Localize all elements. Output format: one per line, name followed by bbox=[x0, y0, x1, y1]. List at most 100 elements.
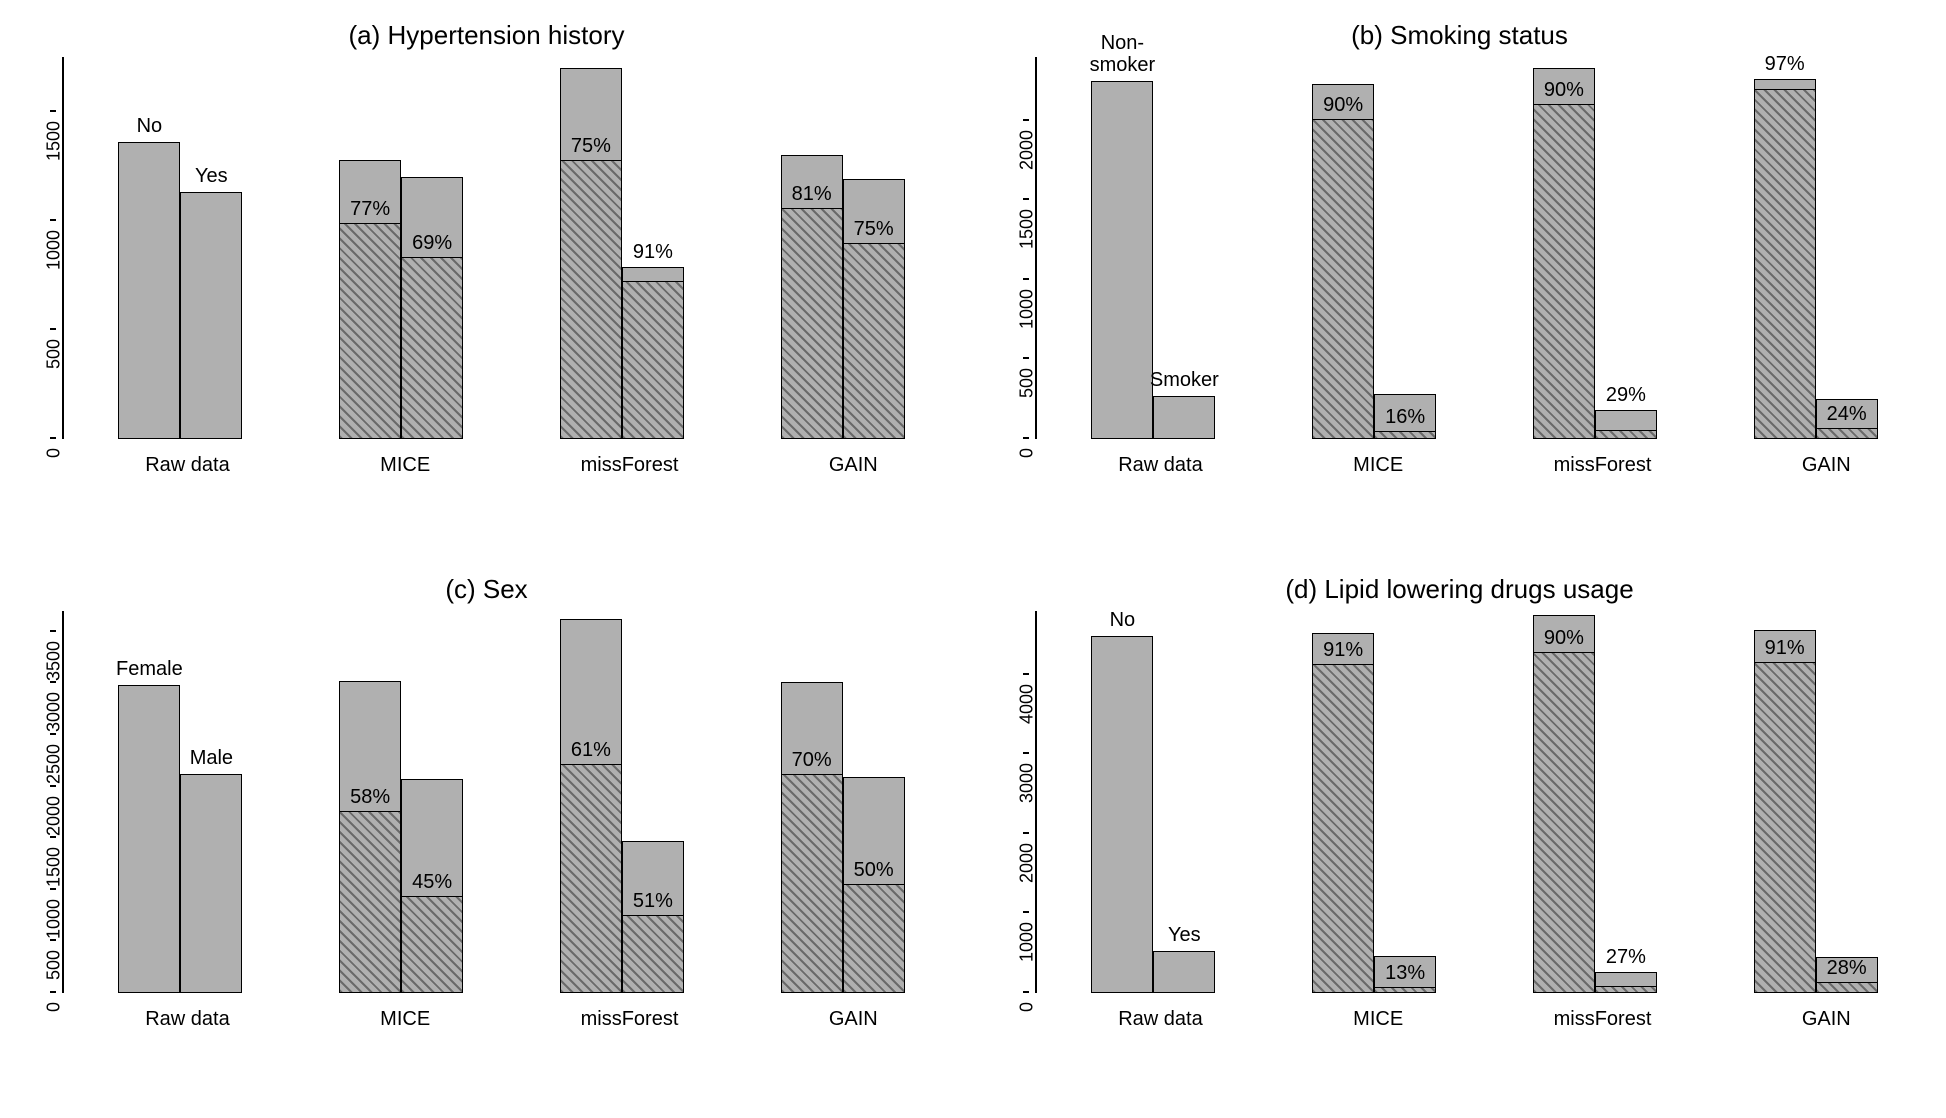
bar: 69% bbox=[401, 177, 463, 439]
bar-wrap: Male bbox=[180, 774, 242, 993]
bar-percent-label: 13% bbox=[1385, 962, 1425, 985]
y-tick-label: 500 bbox=[1017, 368, 1038, 408]
bar: 97% bbox=[1754, 79, 1816, 439]
bar: 27% bbox=[1595, 972, 1657, 993]
bar-group: 81%75% bbox=[781, 155, 905, 439]
category-label: Female bbox=[116, 658, 183, 680]
y-tick-mark bbox=[50, 437, 56, 439]
x-label: MICE bbox=[380, 1008, 430, 1031]
bar: 91% bbox=[622, 267, 684, 439]
y-tick-label: 1500 bbox=[1017, 209, 1038, 249]
bar-wrap: 58% bbox=[339, 681, 401, 993]
bar-percent-label: 90% bbox=[1323, 94, 1363, 117]
bar-group: FemaleMale bbox=[118, 685, 242, 993]
bar-wrap: 27% bbox=[1595, 972, 1657, 993]
x-label: missForest bbox=[1554, 1008, 1652, 1031]
panel-d: (d) Lipid lowering drugs usage0100020003… bbox=[993, 574, 1926, 1098]
bar: 13% bbox=[1374, 956, 1436, 993]
y-tick-label: 500 bbox=[44, 950, 65, 990]
bar: 58% bbox=[339, 681, 401, 993]
bar-group: 58% 45% bbox=[339, 681, 463, 993]
y-tick-mark bbox=[1023, 198, 1029, 200]
y-tick-mark bbox=[50, 991, 56, 993]
y-tick-mark bbox=[1023, 278, 1029, 280]
x-label: MICE bbox=[1353, 1008, 1403, 1031]
bar: 90% bbox=[1533, 615, 1595, 993]
category-label: Yes bbox=[1168, 924, 1201, 946]
bar-percent-label: 69% bbox=[412, 232, 452, 255]
bar: 61% bbox=[560, 619, 622, 993]
panel-c: (c) Sex0500100015002000250030003500Femal… bbox=[20, 574, 953, 1098]
bar-wrap: 91% bbox=[1312, 633, 1374, 994]
y-tick-label: 500 bbox=[44, 339, 65, 379]
y-tick-mark bbox=[1023, 911, 1029, 913]
bar-hatch bbox=[561, 160, 621, 438]
bar-percent-label: 61% bbox=[571, 739, 611, 762]
bar: 45% bbox=[401, 779, 463, 993]
x-label: GAIN bbox=[1802, 454, 1851, 477]
bar-group: 97%24% bbox=[1754, 79, 1878, 439]
y-tick-label: 1000 bbox=[1017, 922, 1038, 962]
bar-hatch bbox=[1596, 986, 1656, 992]
bar-wrap: 16% bbox=[1374, 394, 1436, 439]
bar-wrap: Female bbox=[118, 685, 180, 993]
y-tick-mark bbox=[1023, 119, 1029, 121]
bar-wrap: 69% bbox=[401, 177, 463, 439]
bar-hatch bbox=[402, 896, 462, 992]
bar-hatch bbox=[340, 223, 400, 438]
bar-groups: No Yes 77% 69% 75% 91% 81%75% bbox=[70, 57, 953, 439]
bar-hatch bbox=[1534, 652, 1594, 992]
bar-hatch bbox=[623, 281, 683, 438]
y-tick-label: 3000 bbox=[44, 692, 65, 732]
bar-wrap: 81% bbox=[781, 155, 843, 439]
bar-hatch bbox=[1313, 664, 1373, 992]
bar-hatch bbox=[1817, 982, 1877, 992]
y-tick-mark bbox=[1023, 752, 1029, 754]
bar: 90% bbox=[1533, 68, 1595, 439]
bar-wrap: 97% bbox=[1754, 79, 1816, 439]
category-label: No bbox=[1110, 609, 1136, 631]
x-label: GAIN bbox=[1802, 1008, 1851, 1031]
bar-percent-label: 90% bbox=[1544, 627, 1584, 650]
x-labels: Raw dataMICEmissForestGAIN bbox=[1043, 1008, 1926, 1031]
bar: No bbox=[1091, 636, 1153, 993]
bar-percent-label: 16% bbox=[1385, 406, 1425, 429]
bar-percent-label: 91% bbox=[1765, 637, 1805, 660]
bar: 81% bbox=[781, 155, 843, 439]
y-tick-mark bbox=[50, 888, 56, 890]
x-label: MICE bbox=[1353, 454, 1403, 477]
bar-hatch bbox=[561, 764, 621, 992]
bar-percent-label: 27% bbox=[1606, 946, 1646, 969]
y-tick-mark bbox=[1023, 673, 1029, 675]
x-labels: Raw dataMICEmissForestGAIN bbox=[70, 1008, 953, 1031]
bar-groups: NoYes91%13%90%27%91%28% bbox=[1043, 611, 1926, 993]
bar-wrap: 70% bbox=[781, 682, 843, 993]
x-labels: Raw dataMICEmissForestGAIN bbox=[70, 454, 953, 477]
x-label: MICE bbox=[380, 454, 430, 477]
x-labels: Raw dataMICEmissForestGAIN bbox=[1043, 454, 1926, 477]
bar-percent-label: 77% bbox=[350, 198, 390, 221]
bar: Yes bbox=[180, 192, 242, 439]
bar-wrap: Yes bbox=[180, 192, 242, 439]
y-tick-label: 1000 bbox=[44, 899, 65, 939]
y-tick-label: 0 bbox=[44, 448, 65, 488]
panel-title: (c) Sex bbox=[20, 574, 953, 605]
y-tick-label: 2500 bbox=[44, 744, 65, 784]
category-label: Smoker bbox=[1150, 369, 1219, 391]
bar-percent-label: 58% bbox=[350, 786, 390, 809]
panel-b: (b) Smoking status0500100015002000Non-sm… bbox=[993, 20, 1926, 544]
bar-hatch bbox=[402, 257, 462, 438]
bar-wrap: 24% bbox=[1816, 399, 1878, 439]
bar-hatch bbox=[1817, 428, 1877, 438]
bar-wrap: Smoker bbox=[1153, 396, 1215, 439]
bar-percent-label: 75% bbox=[571, 135, 611, 158]
category-label: No bbox=[137, 115, 163, 137]
plot-area: 050010001500NoYes77%69%75%91%81%75%Raw d… bbox=[70, 57, 953, 477]
y-tick-label: 0 bbox=[44, 1002, 65, 1042]
bar-group: 77% 69% bbox=[339, 160, 463, 439]
y-tick-label: 1500 bbox=[44, 847, 65, 887]
bar-wrap: 90% bbox=[1312, 84, 1374, 439]
bar-percent-label: 70% bbox=[792, 749, 832, 772]
bar-hatch bbox=[1313, 119, 1373, 438]
bar-wrap: 50% bbox=[843, 777, 905, 993]
